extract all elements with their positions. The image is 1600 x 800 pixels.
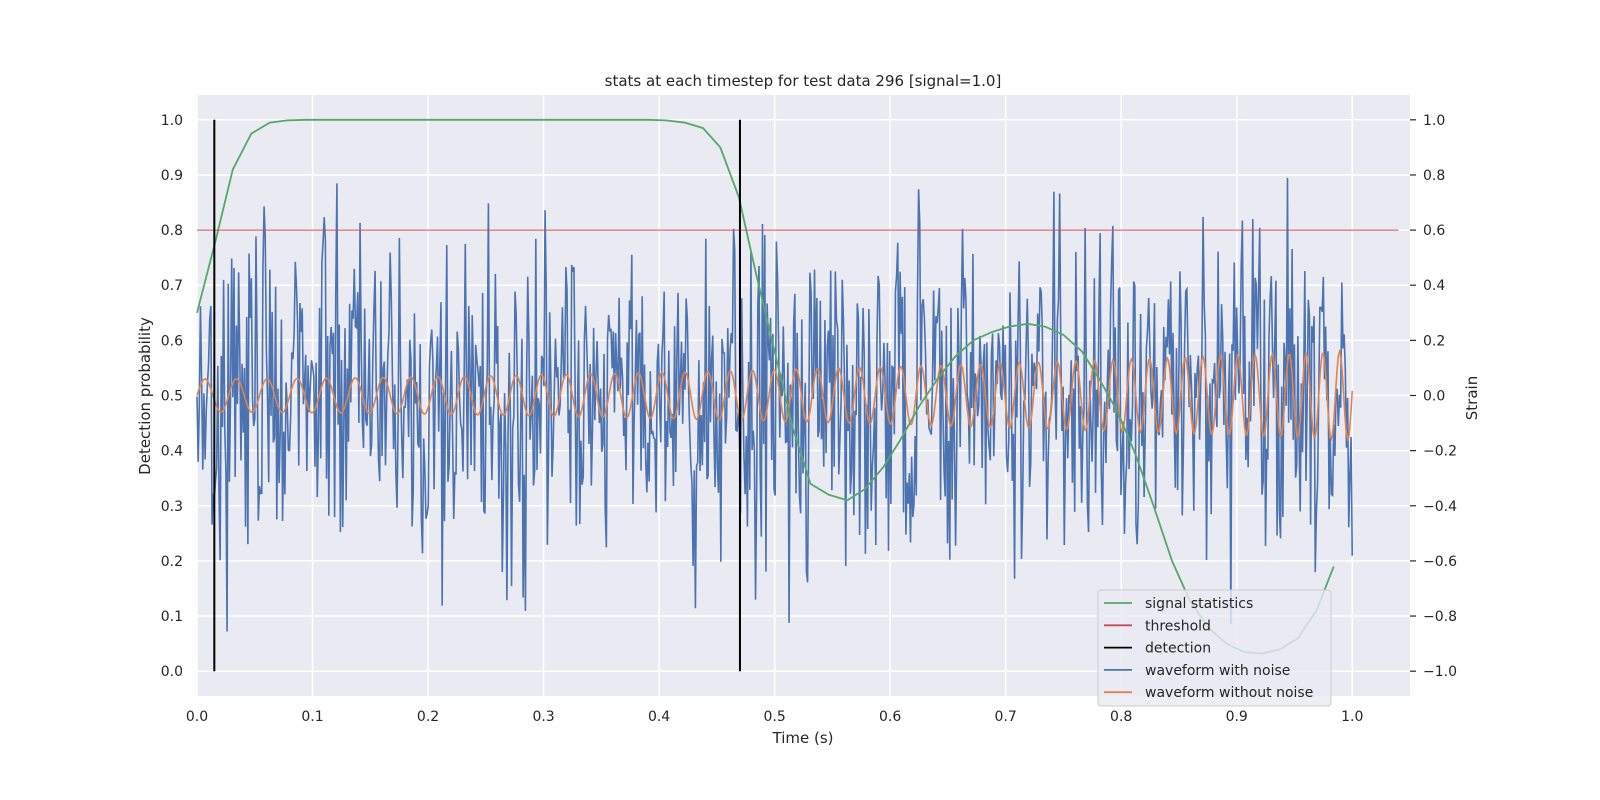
x-tick-label: 0.6 bbox=[879, 709, 901, 725]
legend: signal statistics threshold detection wavef… bbox=[1097, 589, 1332, 707]
legend-entry: threshold bbox=[1145, 618, 1211, 634]
legend-entry: signal statistics bbox=[1145, 596, 1253, 612]
x-tick-label: 1.0 bbox=[1341, 709, 1363, 725]
signal-statistics-series bbox=[196, 118, 1335, 655]
waveform-with-noise-series bbox=[196, 177, 1354, 632]
y-right-tick-label: 0.6 bbox=[1423, 223, 1445, 239]
x-axis-label: Time (s) bbox=[772, 729, 834, 747]
y-right-tick-label: −1.0 bbox=[1423, 664, 1457, 680]
legend-box bbox=[1097, 589, 1332, 707]
waveform-with-noise-line bbox=[196, 177, 1354, 632]
legend-entry: waveform without noise bbox=[1145, 685, 1313, 701]
legend-entry: detection bbox=[1145, 641, 1211, 657]
y-right-tick-label: −0.6 bbox=[1423, 554, 1457, 570]
signal-statistics-line bbox=[196, 118, 1335, 655]
x-tick-label: 0.2 bbox=[417, 709, 439, 725]
chart-title: stats at each timestep for test data 296… bbox=[605, 72, 1002, 90]
y-axis-right: −1.0 −0.8 −0.6 −0.4 −0.2 0.0 0.2 0.4 0.6 0.8 1.0 bbox=[1410, 113, 1457, 680]
x-tick-label: 0.0 bbox=[186, 709, 208, 725]
y-left-tick-label: 0.0 bbox=[161, 664, 183, 680]
y-left-tick-label: 0.4 bbox=[161, 444, 183, 460]
x-tick-label: 0.5 bbox=[763, 709, 785, 725]
waveform-without-noise-series bbox=[196, 348, 1354, 442]
y-left-tick-label: 0.6 bbox=[161, 333, 183, 349]
y-right-tick-label: 1.0 bbox=[1423, 113, 1445, 129]
detection-series bbox=[213, 119, 741, 672]
y-right-tick-label: 0.2 bbox=[1423, 333, 1445, 349]
y-left-tick-label: 0.5 bbox=[161, 389, 183, 405]
y-axis-right-label: Strain bbox=[1463, 376, 1481, 420]
y-left-tick-label: 0.7 bbox=[161, 278, 183, 294]
x-tick-label: 0.4 bbox=[648, 709, 670, 725]
x-tick-label: 0.3 bbox=[532, 709, 554, 725]
y-right-tick-label: −0.4 bbox=[1423, 499, 1457, 515]
x-tick-label: 0.8 bbox=[1110, 709, 1132, 725]
x-tick-label: 0.7 bbox=[995, 709, 1017, 725]
y-left-tick-label: 0.2 bbox=[161, 554, 183, 570]
x-axis: 0.0 0.1 0.2 0.3 0.4 0.5 0.6 0.7 0.8 0.9 1.0 bbox=[186, 709, 1364, 725]
y-right-tick-label: 0.8 bbox=[1423, 168, 1445, 184]
legend-entry: waveform with noise bbox=[1145, 663, 1290, 679]
y-right-tick-label: −0.2 bbox=[1423, 444, 1457, 460]
y-left-tick-label: 0.9 bbox=[161, 168, 183, 184]
y-axis-left-label: Detection probability bbox=[136, 317, 154, 475]
waveform-without-noise-line bbox=[196, 348, 1354, 442]
y-left-tick-label: 0.8 bbox=[161, 223, 183, 239]
y-left-tick-label: 0.1 bbox=[161, 609, 183, 625]
y-right-tick-label: −0.8 bbox=[1423, 609, 1457, 625]
x-tick-label: 0.9 bbox=[1226, 709, 1248, 725]
y-left-tick-label: 1.0 bbox=[161, 113, 183, 129]
y-right-tick-label: 0.4 bbox=[1423, 278, 1445, 294]
y-right-tick-label: 0.0 bbox=[1423, 389, 1445, 405]
y-axis-left: 0.0 0.1 0.2 0.3 0.4 0.5 0.6 0.7 0.8 0.9 1.0 bbox=[161, 113, 183, 680]
x-tick-label: 0.1 bbox=[301, 709, 323, 725]
y-left-tick-label: 0.3 bbox=[161, 499, 183, 515]
